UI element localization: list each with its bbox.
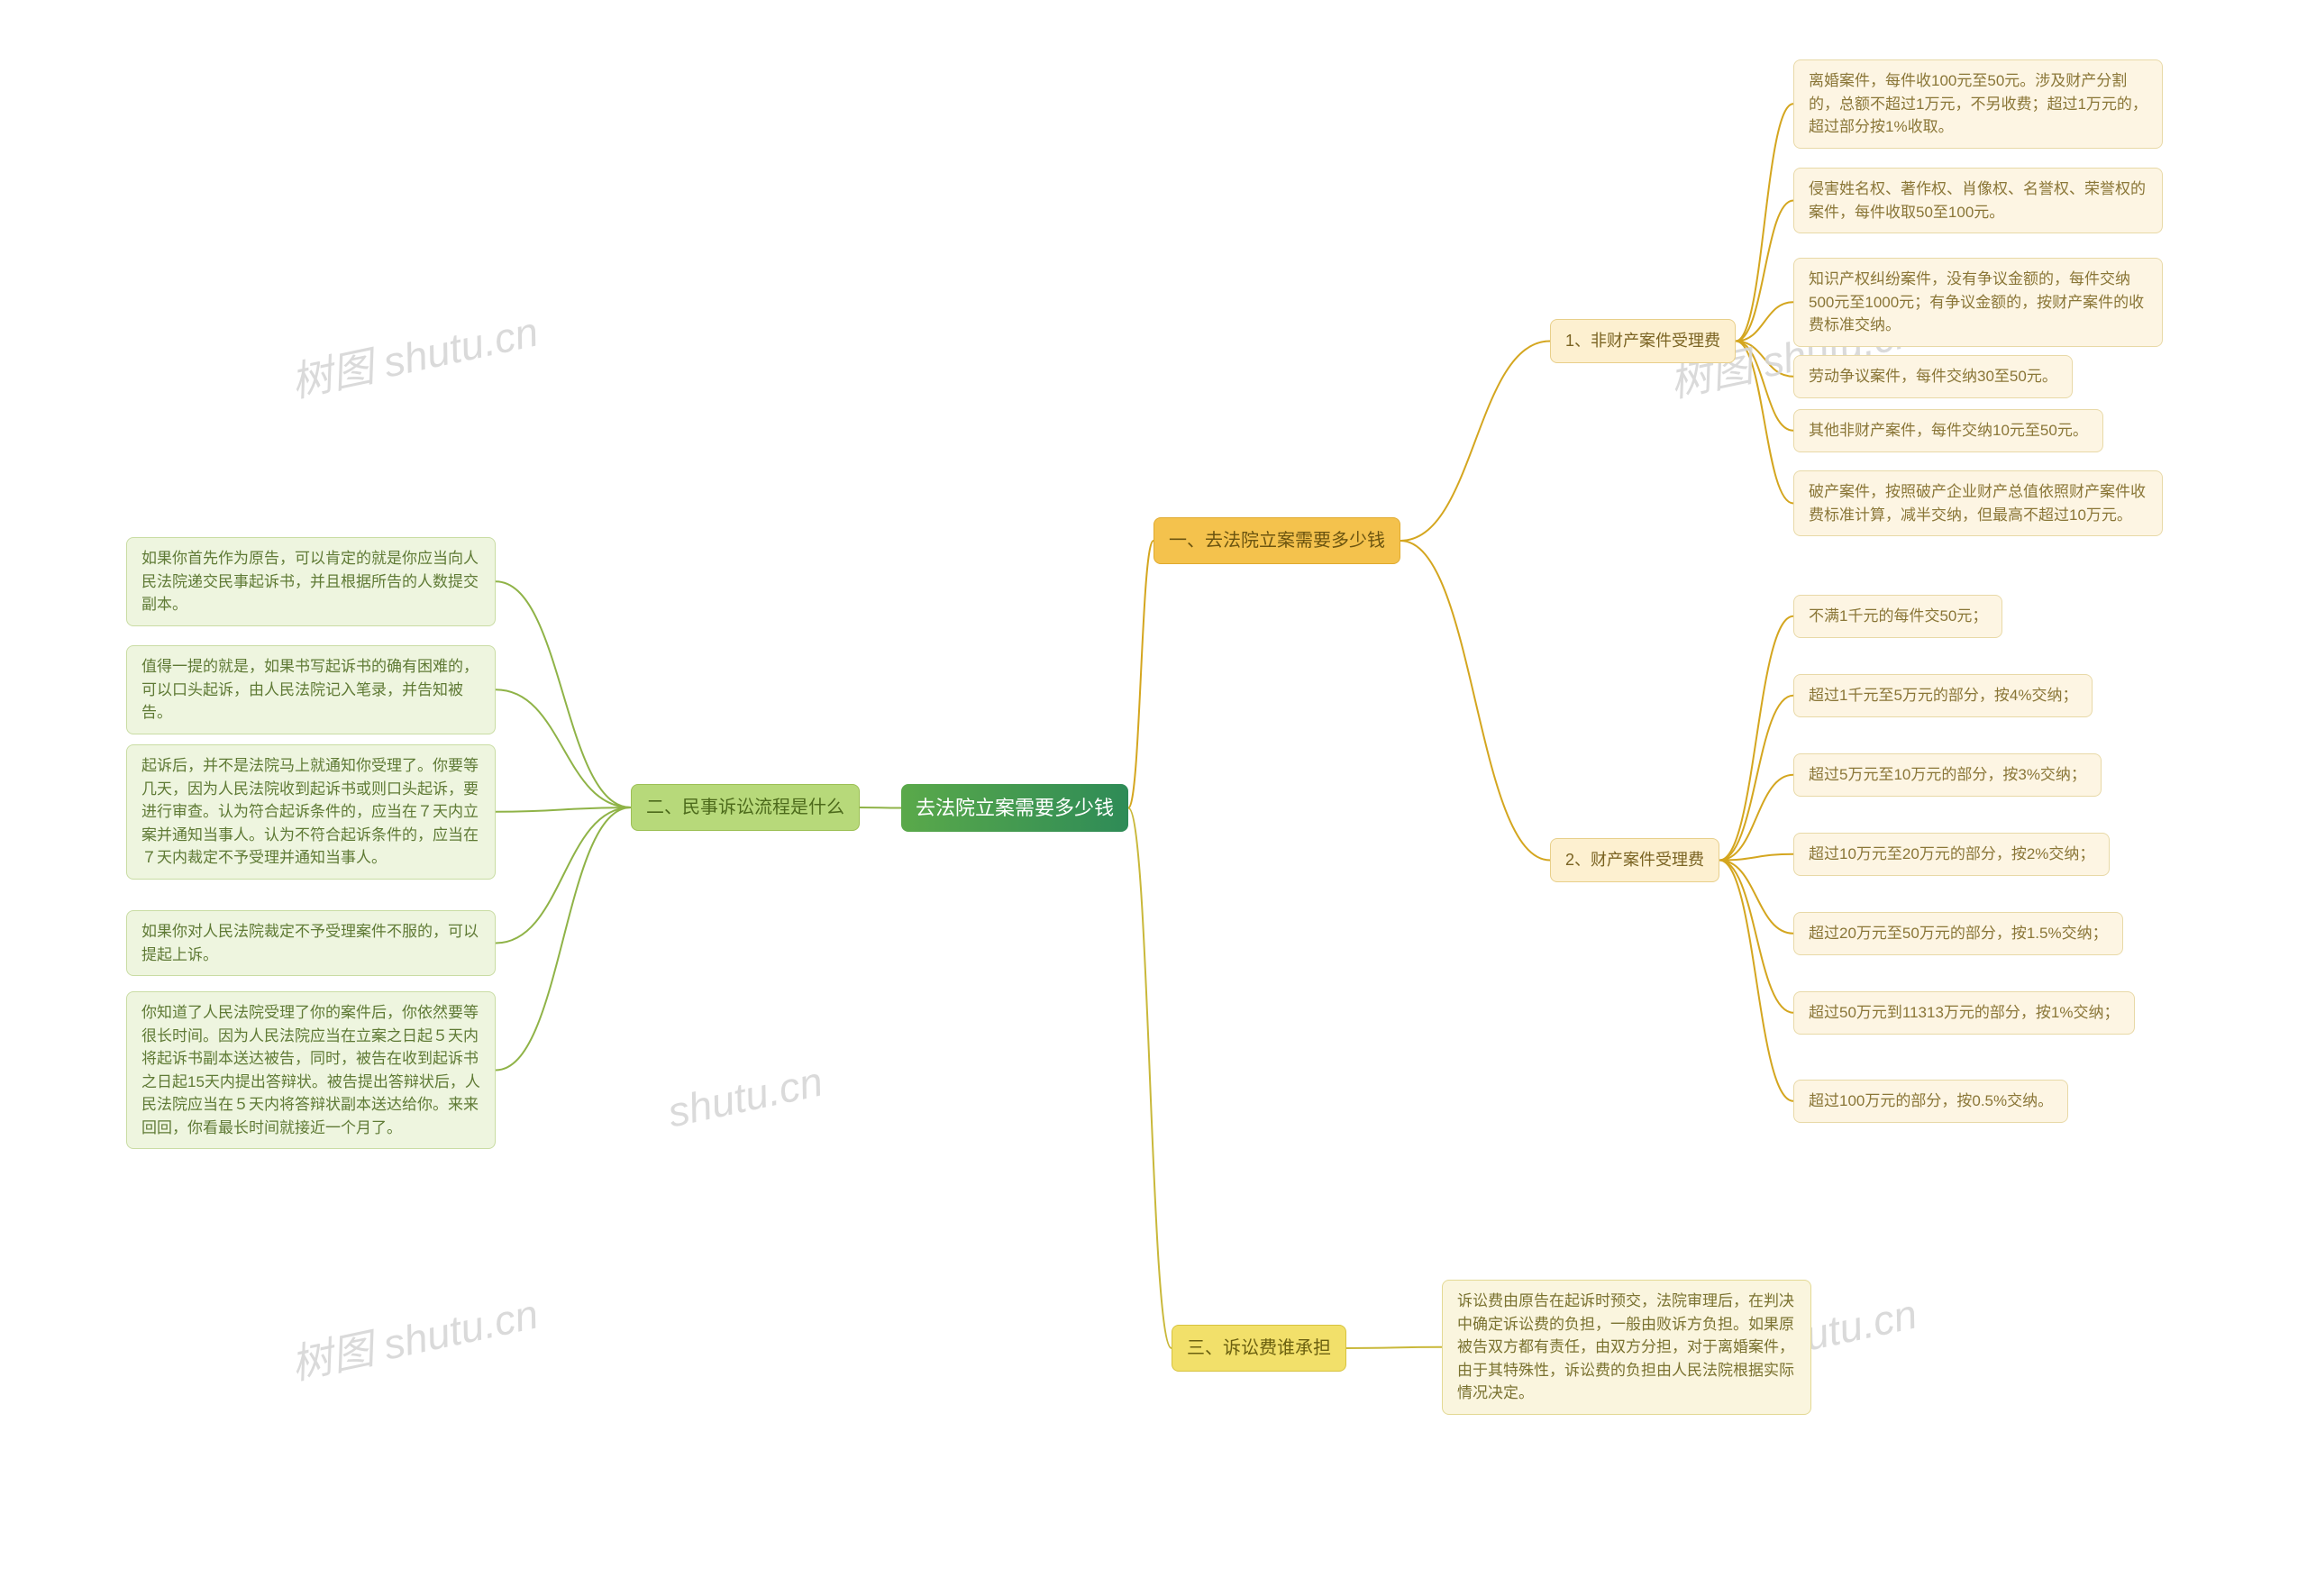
leaf-node: 如果你首先作为原告，可以肯定的就是你应当向人民法院递交民事起诉书，并且根据所告的… bbox=[126, 537, 496, 626]
leaf-node-label: 值得一提的就是，如果书写起诉书的确有困难的，可以口头起诉，由人民法院记入笔录，并… bbox=[141, 658, 479, 721]
subbranch-b1s2: 2、财产案件受理费 bbox=[1550, 838, 1719, 882]
leaf-node-label: 如果你首先作为原告，可以肯定的就是你应当向人民法院递交民事起诉书，并且根据所告的… bbox=[141, 550, 479, 613]
subbranch-b1s1-label: 1、非财产案件受理费 bbox=[1565, 332, 1720, 350]
leaf-node-label: 破产案件，按照破产企业财产总值依照财产案件收费标准计算，减半交纳，但最高不超过1… bbox=[1809, 483, 2146, 524]
leaf-node-label: 如果你对人民法院裁定不予受理案件不服的，可以提起上诉。 bbox=[141, 923, 479, 963]
leaf-node-label: 诉讼费由原告在起诉时预交，法院审理后，在判决中确定诉讼费的负担，一般由败诉方负担… bbox=[1457, 1292, 1794, 1401]
leaf-node: 如果你对人民法院裁定不予受理案件不服的，可以提起上诉。 bbox=[126, 910, 496, 976]
leaf-node: 不满1千元的每件交50元； bbox=[1793, 595, 2002, 638]
leaf-node: 你知道了人民法院受理了你的案件后，你依然要等很长时间。因为人民法院应当在立案之日… bbox=[126, 991, 496, 1149]
root-node: 去法院立案需要多少钱 bbox=[901, 784, 1128, 832]
branch-b2-label: 二、民事诉讼流程是什么 bbox=[646, 798, 844, 817]
leaf-node-label: 你知道了人民法院受理了你的案件后，你依然要等很长时间。因为人民法院应当在立案之日… bbox=[141, 1004, 480, 1136]
leaf-node: 劳动争议案件，每件交纳30至50元。 bbox=[1793, 355, 2073, 398]
watermark: 树图 shutu.cn bbox=[285, 299, 543, 410]
leaf-node: 其他非财产案件，每件交纳10元至50元。 bbox=[1793, 409, 2103, 452]
leaf-node: 超过50万元到11313万元的部分，按1%交纳； bbox=[1793, 991, 2135, 1035]
leaf-node: 超过10万元至20万元的部分，按2%交纳； bbox=[1793, 833, 2110, 876]
leaf-node: 诉讼费由原告在起诉时预交，法院审理后，在判决中确定诉讼费的负担，一般由败诉方负担… bbox=[1442, 1280, 1811, 1415]
watermark: 树图 shutu.cn bbox=[285, 1281, 543, 1392]
leaf-node-label: 超过50万元到11313万元的部分，按1%交纳； bbox=[1809, 1004, 2120, 1021]
branch-b2: 二、民事诉讼流程是什么 bbox=[631, 784, 860, 831]
leaf-node-label: 其他非财产案件，每件交纳10元至50元。 bbox=[1809, 422, 2088, 439]
watermark: shutu.cn bbox=[663, 1057, 826, 1137]
branch-b3: 三、诉讼费谁承担 bbox=[1172, 1325, 1346, 1372]
leaf-node-label: 超过10万元至20万元的部分，按2%交纳； bbox=[1809, 845, 2094, 862]
branch-b1: 一、去法院立案需要多少钱 bbox=[1154, 517, 1400, 564]
leaf-node: 超过100万元的部分，按0.5%交纳。 bbox=[1793, 1080, 2068, 1123]
leaf-node: 破产案件，按照破产企业财产总值依照财产案件收费标准计算，减半交纳，但最高不超过1… bbox=[1793, 470, 2163, 536]
subbranch-b1s2-label: 2、财产案件受理费 bbox=[1565, 851, 1704, 869]
leaf-node-label: 超过5万元至10万元的部分，按3%交纳； bbox=[1809, 766, 2086, 783]
leaf-node-label: 超过100万元的部分，按0.5%交纳。 bbox=[1809, 1092, 2053, 1109]
leaf-node: 超过1千元至5万元的部分，按4%交纳； bbox=[1793, 674, 2093, 717]
leaf-node: 起诉后，并不是法院马上就通知你受理了。你要等几天，因为人民法院收到起诉书或则口头… bbox=[126, 744, 496, 880]
leaf-node: 超过5万元至10万元的部分，按3%交纳； bbox=[1793, 753, 2102, 797]
root-node-label: 去法院立案需要多少钱 bbox=[916, 797, 1114, 819]
branch-b3-label: 三、诉讼费谁承担 bbox=[1187, 1338, 1331, 1358]
leaf-node: 离婚案件，每件收100元至50元。涉及财产分割的，总额不超过1万元，不另收费；超… bbox=[1793, 59, 2163, 149]
leaf-node: 知识产权纠纷案件，没有争议金额的，每件交纳500元至1000元；有争议金额的，按… bbox=[1793, 258, 2163, 347]
leaf-node-label: 劳动争议案件，每件交纳30至50元。 bbox=[1809, 368, 2057, 385]
subbranch-b1s1: 1、非财产案件受理费 bbox=[1550, 319, 1736, 363]
leaf-node-label: 知识产权纠纷案件，没有争议金额的，每件交纳500元至1000元；有争议金额的，按… bbox=[1809, 270, 2144, 333]
leaf-node: 值得一提的就是，如果书写起诉书的确有困难的，可以口头起诉，由人民法院记入笔录，并… bbox=[126, 645, 496, 734]
leaf-node: 侵害姓名权、著作权、肖像权、名誉权、荣誉权的案件，每件收取50至100元。 bbox=[1793, 168, 2163, 233]
leaf-node-label: 侵害姓名权、著作权、肖像权、名誉权、荣誉权的案件，每件收取50至100元。 bbox=[1809, 180, 2146, 221]
leaf-node-label: 超过1千元至5万元的部分，按4%交纳； bbox=[1809, 687, 2077, 704]
leaf-node-label: 离婚案件，每件收100元至50元。涉及财产分割的，总额不超过1万元，不另收费；超… bbox=[1809, 72, 2147, 135]
branch-b1-label: 一、去法院立案需要多少钱 bbox=[1169, 531, 1385, 551]
leaf-node-label: 不满1千元的每件交50元； bbox=[1809, 607, 1987, 625]
leaf-node: 超过20万元至50万元的部分，按1.5%交纳； bbox=[1793, 912, 2123, 955]
leaf-node-label: 起诉后，并不是法院马上就通知你受理了。你要等几天，因为人民法院收到起诉书或则口头… bbox=[141, 757, 479, 866]
leaf-node-label: 超过20万元至50万元的部分，按1.5%交纳； bbox=[1809, 925, 2108, 942]
